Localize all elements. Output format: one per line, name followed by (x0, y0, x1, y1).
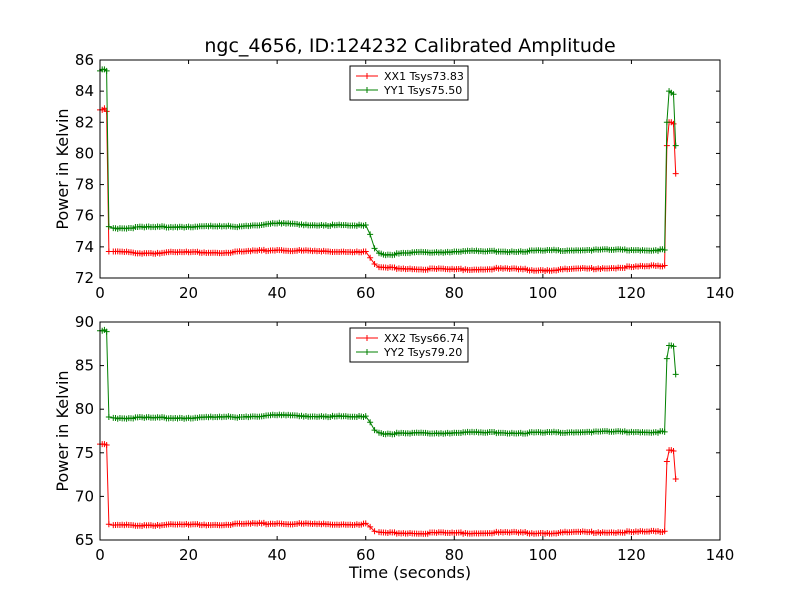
x-tick-label: 80 (445, 284, 464, 302)
legend-marker (364, 335, 370, 341)
data-point (672, 371, 679, 378)
y-tick-label: 80 (75, 144, 94, 162)
legend-box (349, 327, 469, 363)
data-point (362, 248, 369, 255)
legend-label: XX1 Tsys73.83 (384, 70, 464, 83)
series-markers-2 (97, 326, 679, 438)
data-point (670, 343, 677, 350)
data-point (103, 67, 110, 74)
data-point (663, 458, 670, 465)
x-tick-label: 140 (706, 284, 735, 302)
data-point (367, 231, 374, 238)
data-point (661, 246, 668, 253)
y-tick-label: 80 (75, 400, 94, 418)
legend-label: YY2 Tsys79.20 (383, 346, 462, 359)
data-point (663, 119, 670, 126)
x-tick-label: 60 (356, 546, 375, 564)
y-tick-label: 90 (75, 313, 94, 331)
series-markers-2 (97, 66, 679, 259)
y-tick-label: 86 (75, 51, 94, 69)
data-point (362, 520, 369, 527)
data-point (670, 91, 677, 98)
y-tick-label: 72 (75, 269, 94, 287)
data-point (672, 142, 679, 149)
data-point (105, 223, 112, 230)
x-tick-label: 20 (179, 546, 198, 564)
data-point (670, 120, 677, 127)
legend-label: YY1 Tsys75.50 (383, 84, 462, 97)
chart-title: ngc_4656, ID:124232 Calibrated Amplitude (204, 35, 615, 57)
axes-frame (99, 59, 721, 279)
data-point (367, 254, 374, 261)
data-point (672, 170, 679, 177)
x-tick-label: 60 (356, 284, 375, 302)
y-tick-label: 74 (75, 238, 94, 256)
data-point (105, 414, 112, 421)
data-point (371, 528, 378, 535)
x-axis-label: Time (seconds) (348, 563, 471, 582)
x-tick-label: 20 (179, 284, 198, 302)
x-tick-label: 100 (529, 284, 558, 302)
data-point (371, 245, 378, 252)
y-tick-label: 65 (75, 531, 94, 549)
data-point (105, 521, 112, 528)
y-tick-label: 84 (75, 82, 94, 100)
legend-marker (364, 87, 370, 93)
y-tick-label: 78 (75, 176, 94, 194)
data-point (103, 441, 110, 448)
y-tick-label: 75 (75, 444, 94, 462)
y-axis-label: Power in Kelvin (53, 370, 72, 491)
legend-box (349, 65, 469, 101)
y-tick-label: 70 (75, 487, 94, 505)
data-point (362, 413, 369, 420)
data-point (672, 475, 679, 482)
data-point (103, 108, 110, 115)
axes-frame (99, 321, 721, 541)
x-tick-label: 120 (617, 546, 646, 564)
x-tick-label: 0 (95, 546, 105, 564)
top-subplot: 0 20 40 60 80 100 120 140 72 74 76 78 80 82 84 86 Power … (53, 51, 734, 302)
x-tick-label: 100 (529, 546, 558, 564)
data-point (101, 105, 108, 112)
x-tick-label: 0 (95, 284, 105, 302)
x-tick-label: 140 (706, 546, 735, 564)
data-point (670, 448, 677, 455)
data-point (367, 523, 374, 530)
x-tick-label: 120 (617, 284, 646, 302)
data-point (661, 528, 668, 535)
data-point (362, 222, 369, 229)
data-point (371, 427, 378, 434)
legend-marker (364, 349, 370, 355)
y-tick-label: 85 (75, 357, 94, 375)
y-tick-label: 76 (75, 207, 94, 225)
data-point (661, 428, 668, 435)
series-markers-1 (97, 441, 679, 537)
data-point (371, 260, 378, 267)
x-tick-label: 40 (268, 546, 287, 564)
y-axis-label: Power in Kelvin (53, 108, 72, 229)
bottom-subplot: 0 20 40 60 80 100 120 140 65 70 75 80 85 90 Power in K… (53, 313, 734, 582)
data-point (367, 419, 374, 426)
data-point (661, 262, 668, 269)
x-tick-label: 80 (445, 546, 464, 564)
legend-label: XX2 Tsys66.74 (384, 332, 464, 345)
data-point (103, 328, 110, 335)
x-tick-label: 40 (268, 284, 287, 302)
data-point (663, 355, 670, 362)
y-tick-label: 82 (75, 113, 94, 131)
legend-marker (364, 73, 370, 79)
series-markers-1 (97, 105, 679, 274)
